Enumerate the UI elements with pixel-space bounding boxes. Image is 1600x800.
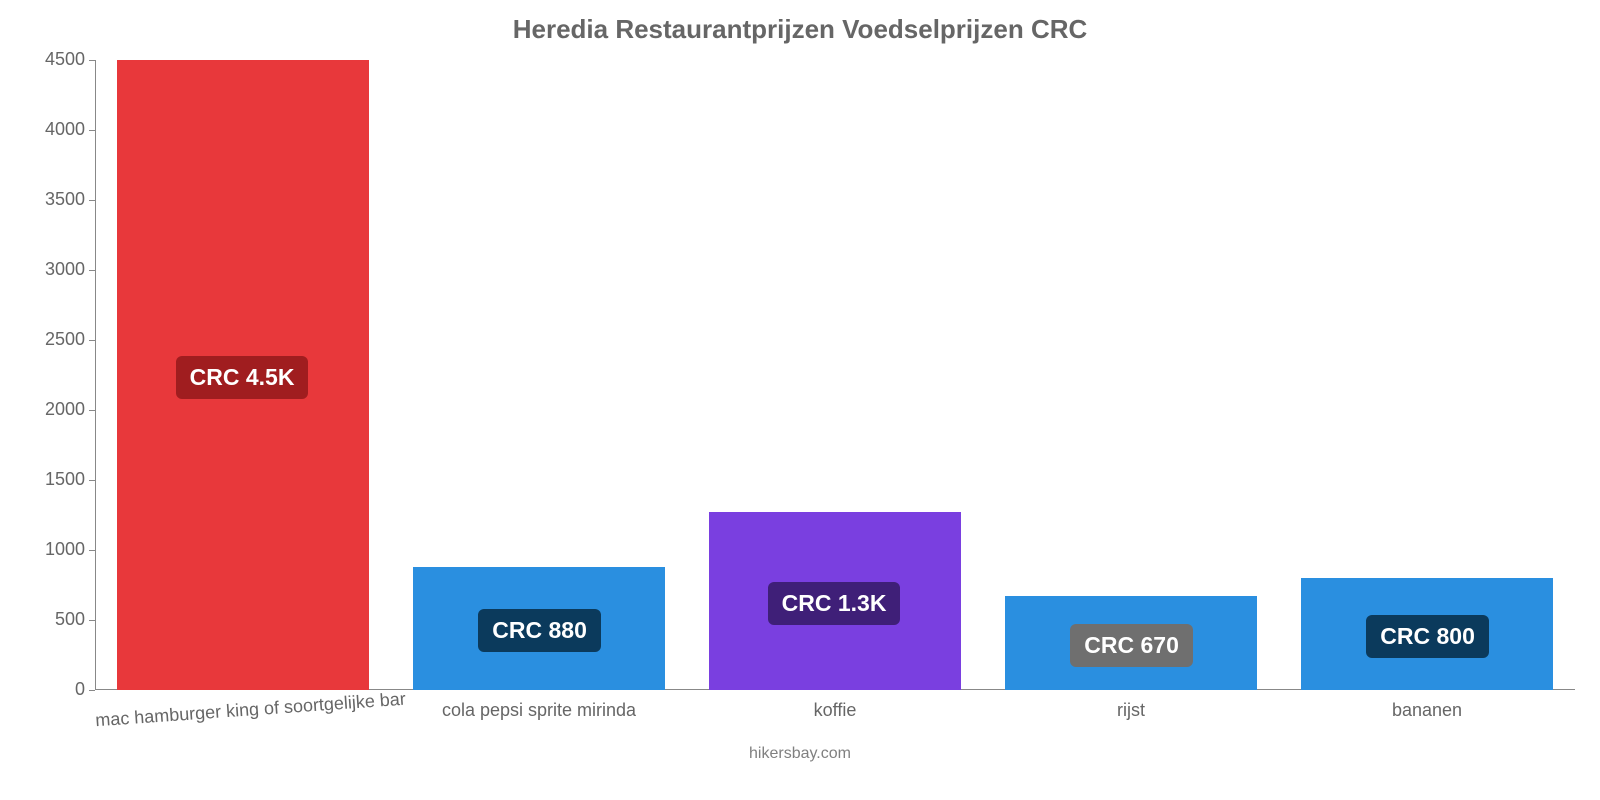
x-tick-label: bananen bbox=[1279, 700, 1575, 721]
y-tick-label: 500 bbox=[25, 609, 85, 630]
value-badge: CRC 800 bbox=[1366, 615, 1489, 658]
y-tick-mark bbox=[89, 200, 95, 201]
y-tick-mark bbox=[89, 270, 95, 271]
value-badge: CRC 1.3K bbox=[768, 582, 901, 625]
y-tick-mark bbox=[89, 480, 95, 481]
y-tick-label: 4500 bbox=[25, 49, 85, 70]
value-badge: CRC 880 bbox=[478, 609, 601, 652]
x-tick-label: cola pepsi sprite mirinda bbox=[391, 700, 687, 721]
value-badge: CRC 4.5K bbox=[176, 356, 309, 399]
y-tick-label: 0 bbox=[25, 679, 85, 700]
x-tick-label: mac hamburger king of soortgelijke bar bbox=[95, 690, 392, 732]
y-tick-label: 3500 bbox=[25, 189, 85, 210]
y-tick-mark bbox=[89, 410, 95, 411]
y-tick-mark bbox=[89, 340, 95, 341]
y-tick-label: 2500 bbox=[25, 329, 85, 350]
y-tick-label: 2000 bbox=[25, 399, 85, 420]
y-tick-mark bbox=[89, 690, 95, 691]
x-tick-label: rijst bbox=[983, 700, 1279, 721]
chart-container: Heredia Restaurantprijzen Voedselprijzen… bbox=[0, 0, 1600, 800]
x-tick-label: koffie bbox=[687, 700, 983, 721]
y-tick-mark bbox=[89, 550, 95, 551]
value-badge: CRC 670 bbox=[1070, 624, 1193, 667]
y-tick-label: 1500 bbox=[25, 469, 85, 490]
plot-area: 050010001500200025003000350040004500CRC … bbox=[95, 60, 1575, 690]
chart-title: Heredia Restaurantprijzen Voedselprijzen… bbox=[0, 14, 1600, 45]
y-tick-label: 3000 bbox=[25, 259, 85, 280]
y-tick-mark bbox=[89, 60, 95, 61]
y-tick-mark bbox=[89, 620, 95, 621]
y-tick-mark bbox=[89, 130, 95, 131]
y-tick-label: 1000 bbox=[25, 539, 85, 560]
y-tick-label: 4000 bbox=[25, 119, 85, 140]
attribution-text: hikersbay.com bbox=[0, 745, 1600, 763]
y-axis-line bbox=[95, 60, 96, 690]
